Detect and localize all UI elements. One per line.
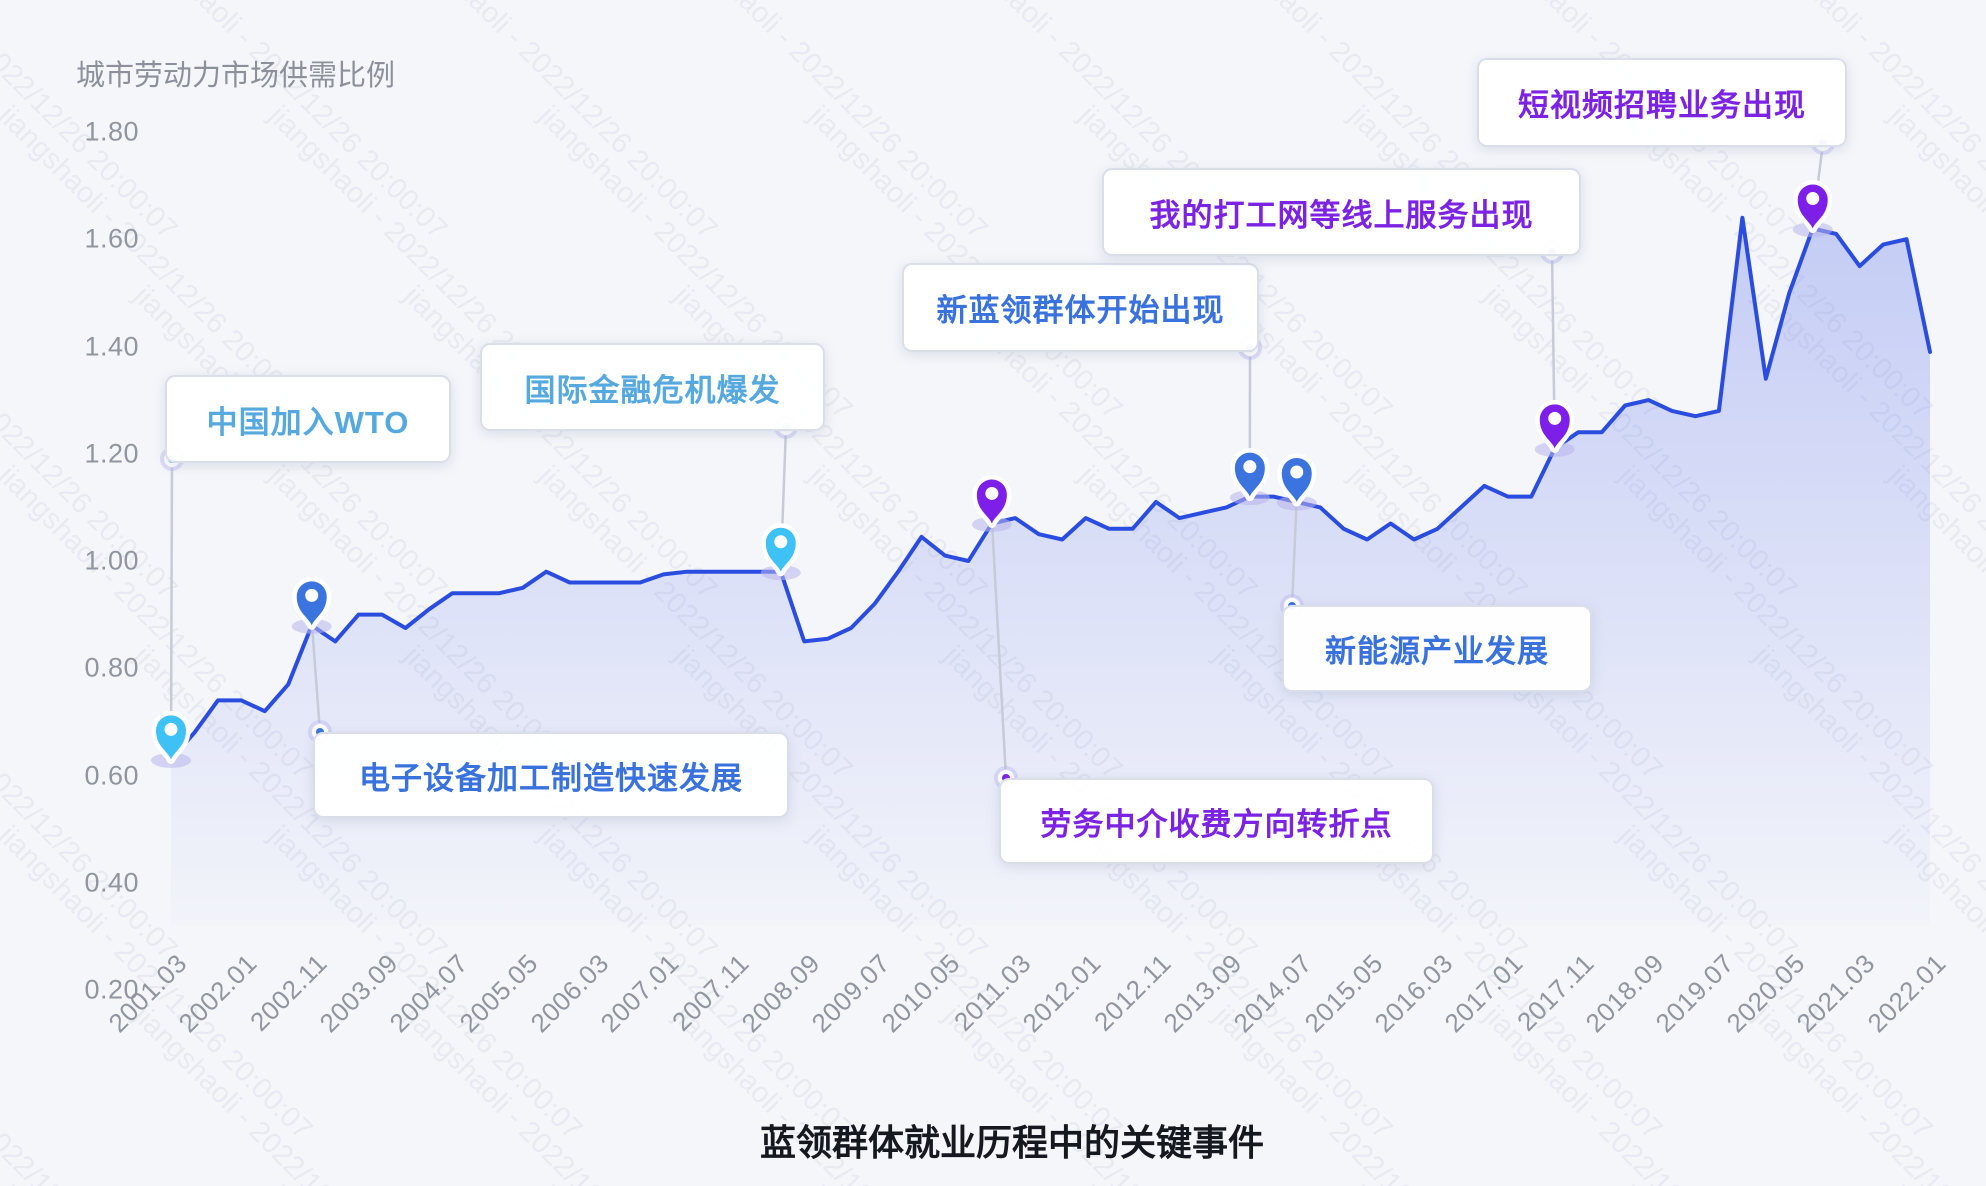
event-label: 中国加入WTO (206, 404, 410, 440)
map-pin-icon[interactable] (1276, 453, 1317, 511)
map-pin-icon[interactable] (1792, 180, 1833, 238)
event-callout[interactable]: 短视频招聘业务出现 (1477, 58, 1847, 147)
event-callout[interactable]: 电子设备加工制造快速发展 (313, 732, 789, 818)
event-callout[interactable]: 我的打工网等线上服务出现 (1102, 168, 1581, 256)
event-connector (169, 458, 174, 756)
event-label: 国际金融危机爆发 (524, 372, 781, 408)
map-pin-icon[interactable] (1534, 399, 1575, 457)
event-connector (310, 621, 322, 733)
event-label: 新蓝领群体开始出现 (936, 293, 1225, 328)
event-callout[interactable]: 中国加入WTO (165, 375, 451, 463)
event-label: 我的打工网等线上服务出现 (1149, 197, 1534, 233)
trend-line (169, 215, 1932, 762)
event-callout[interactable]: 国际金融危机爆发 (480, 343, 825, 431)
event-callout[interactable]: 新能源产业发展 (1282, 605, 1592, 692)
event-label: 短视频招聘业务出现 (1518, 88, 1806, 123)
event-callout[interactable]: 新蓝领群体开始出现 (902, 263, 1259, 352)
event-label: 电子设备加工制造快速发展 (359, 760, 743, 796)
chart-caption: 蓝领群体就业历程中的关键事件 (759, 1122, 1265, 1163)
event-connector (990, 519, 1008, 779)
map-pin-icon[interactable] (151, 710, 191, 768)
event-label: 新能源产业发展 (1325, 634, 1549, 669)
event-connector (1290, 497, 1299, 607)
event-label: 劳务中介收费方向转折点 (1040, 806, 1393, 842)
map-pin-icon[interactable] (971, 475, 1012, 532)
map-pin-icon[interactable] (1229, 448, 1270, 506)
page-title: 城市劳动力市场供需比例 (76, 60, 396, 92)
map-pin-icon[interactable] (760, 523, 801, 581)
event-callout[interactable]: 劳务中介收费方向转折点 (999, 778, 1434, 864)
map-pin-icon[interactable] (291, 576, 332, 634)
